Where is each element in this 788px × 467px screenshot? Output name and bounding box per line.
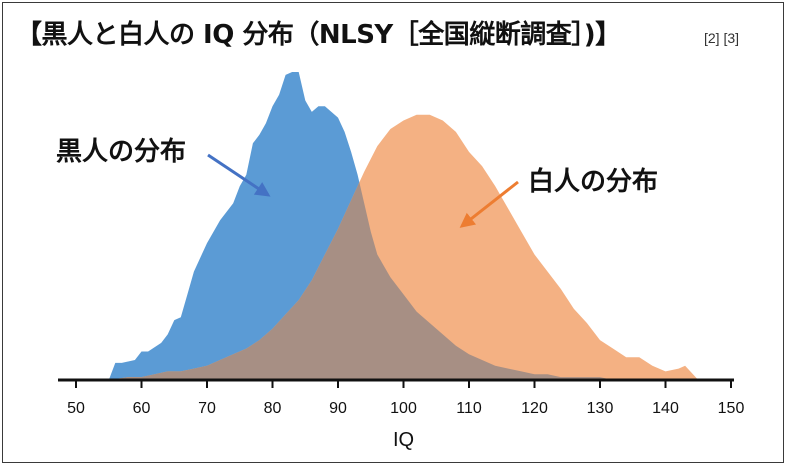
x-axis-ticks xyxy=(75,380,732,388)
x-tick-label-150: 150 xyxy=(718,400,745,417)
x-axis-tick-labels: 50 60 70 80 90 100 110 120 130 140 150 xyxy=(67,400,744,417)
x-tick-label-130: 130 xyxy=(587,400,614,417)
chart-title: 【黒人と白人の IQ 分布（NLSY［全国縦断調査］)】 xyxy=(16,20,621,50)
x-tick-label-60: 60 xyxy=(133,400,151,417)
arrow-black xyxy=(207,153,271,197)
x-tick-label-80: 80 xyxy=(264,400,282,417)
x-tick-label-120: 120 xyxy=(521,400,548,417)
x-axis-title: IQ xyxy=(393,429,414,451)
series-area-white xyxy=(108,114,699,381)
series-area-black xyxy=(108,72,699,380)
x-tick-label-70: 70 xyxy=(198,400,216,417)
series-label-white: 白人の分布 xyxy=(528,166,658,197)
series-label-black: 黒人の分布 xyxy=(56,137,186,167)
x-tick-label-50: 50 xyxy=(67,400,85,417)
reference-links[interactable]: [2] [3] xyxy=(704,30,740,46)
arrow-white xyxy=(459,180,519,228)
x-tick-label-100: 100 xyxy=(390,400,417,417)
x-tick-label-90: 90 xyxy=(329,400,347,417)
x-tick-label-110: 110 xyxy=(456,400,482,417)
x-tick-label-140: 140 xyxy=(652,400,679,417)
